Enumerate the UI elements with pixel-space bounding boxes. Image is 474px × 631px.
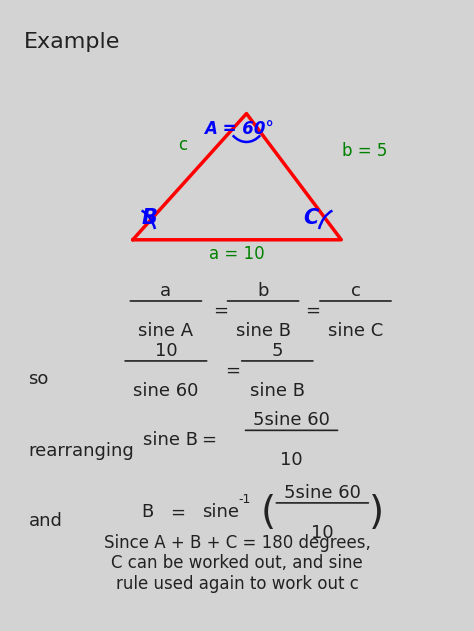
- Text: so: so: [28, 370, 49, 387]
- Text: a: a: [160, 281, 172, 300]
- Text: Example: Example: [24, 32, 120, 52]
- Text: =: =: [170, 504, 185, 521]
- Text: 5: 5: [272, 341, 283, 360]
- Text: rearranging: rearranging: [28, 442, 134, 460]
- Text: c: c: [178, 136, 187, 154]
- Text: =: =: [201, 431, 216, 449]
- Text: sine B: sine B: [250, 382, 305, 400]
- Text: 10: 10: [280, 451, 303, 469]
- Text: -1: -1: [238, 493, 250, 506]
- Text: 5sine 60: 5sine 60: [284, 483, 361, 502]
- Text: Since A + B + C = 180 degrees,
C can be worked out, and sine
rule used again to : Since A + B + C = 180 degrees, C can be …: [103, 534, 371, 593]
- Text: B: B: [141, 504, 153, 521]
- Text: sine 60: sine 60: [133, 382, 199, 400]
- Text: B: B: [141, 208, 157, 228]
- Text: A = 60°: A = 60°: [204, 121, 274, 138]
- Text: =: =: [213, 302, 228, 319]
- Text: sine: sine: [202, 504, 239, 521]
- Text: =: =: [225, 362, 240, 379]
- Text: a = 10: a = 10: [209, 245, 265, 262]
- Text: ): ): [369, 494, 384, 532]
- Text: b: b: [257, 281, 269, 300]
- Text: 10: 10: [311, 524, 334, 542]
- Text: c: c: [351, 281, 360, 300]
- Text: sine A: sine A: [138, 322, 193, 340]
- Text: sine C: sine C: [328, 322, 383, 340]
- Text: 10: 10: [155, 341, 177, 360]
- Text: sine B: sine B: [143, 431, 198, 449]
- Text: and: and: [28, 512, 62, 529]
- Text: =: =: [305, 302, 320, 319]
- Text: sine B: sine B: [236, 322, 291, 340]
- Text: C: C: [303, 208, 318, 228]
- Text: 5sine 60: 5sine 60: [253, 411, 330, 429]
- Text: b = 5: b = 5: [342, 143, 388, 160]
- Text: (: (: [260, 494, 275, 532]
